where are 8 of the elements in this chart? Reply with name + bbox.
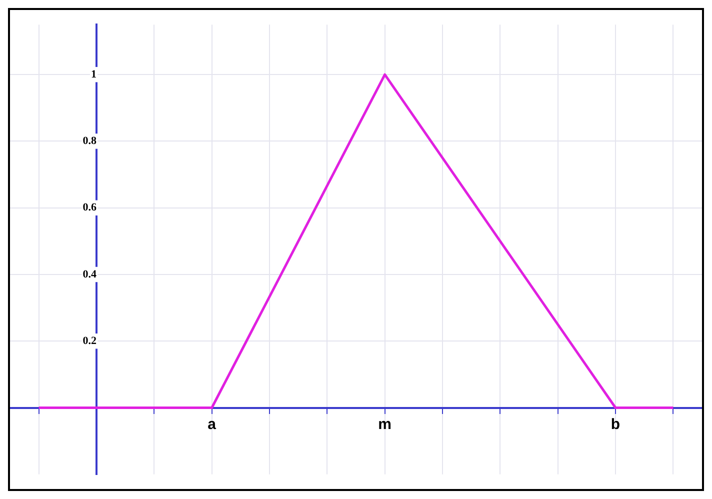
- y-tick-label: 0.6: [82, 202, 97, 214]
- y-tick-label: 0.4: [82, 268, 97, 280]
- x-tick-label: b: [610, 416, 620, 433]
- y-tick-label: 1: [91, 68, 96, 80]
- y-tick-label: 0.2: [82, 334, 97, 347]
- y-tick-label: 0.8: [82, 135, 97, 148]
- x-tick-label: a: [208, 416, 217, 433]
- x-tick-label: m: [378, 416, 392, 433]
